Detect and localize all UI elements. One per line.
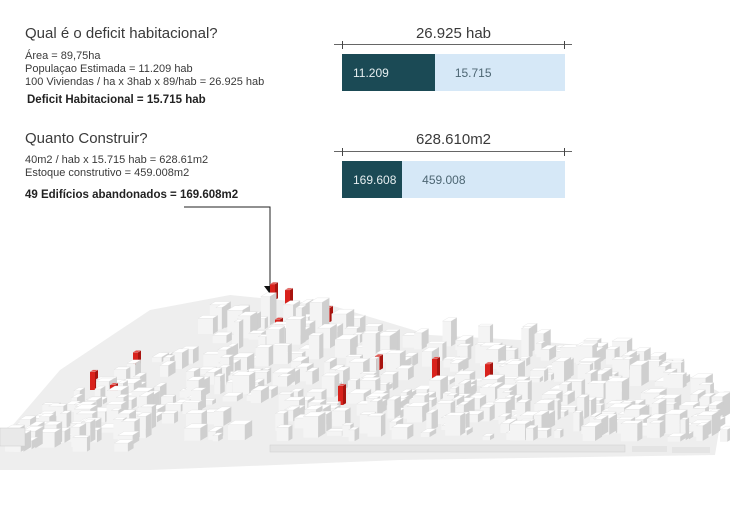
bar-segment-deficit: 15.715: [434, 54, 565, 91]
building: [302, 411, 327, 438]
building: [72, 435, 91, 452]
building: [479, 404, 496, 422]
area-line: Área = 89,75ha: [25, 50, 101, 62]
building: [171, 348, 190, 370]
building: [679, 417, 690, 441]
building: [197, 315, 219, 335]
building: [285, 316, 307, 345]
building: [582, 421, 603, 441]
building: [212, 331, 233, 344]
building: [649, 420, 665, 438]
building: [250, 385, 270, 404]
building: [620, 420, 643, 442]
building: [553, 428, 564, 438]
bar-segment-population: 11.209: [342, 54, 435, 91]
building: [227, 420, 253, 441]
build-title: Quanto Construir?: [25, 130, 148, 147]
total-label-1: 26.925 hab: [415, 25, 492, 42]
building: [334, 334, 359, 358]
building: [251, 370, 271, 384]
building: [113, 366, 131, 382]
building: [425, 409, 439, 431]
dimension-line-1: [334, 41, 572, 49]
building: [361, 330, 381, 360]
building: [126, 359, 142, 379]
building: [605, 377, 630, 404]
building: [59, 410, 72, 428]
building: [386, 395, 402, 419]
building: [183, 423, 209, 441]
stock-line: Estoque construtivo = 459.008m2: [25, 167, 190, 179]
building: [255, 344, 274, 367]
deficit-result: Deficit Habitacional = 15.715 hab: [27, 94, 206, 106]
waterfront: [0, 427, 710, 453]
building: [520, 326, 534, 359]
building: [215, 303, 229, 330]
building: [260, 292, 278, 326]
buildings: [4, 282, 730, 452]
building: [406, 402, 430, 423]
stacked-bar-2: 169.608 459.008: [342, 161, 565, 198]
building: [136, 412, 153, 439]
building: [83, 419, 96, 443]
bar-segment-stock: 459.008: [402, 161, 565, 198]
building: [695, 422, 710, 441]
building: [213, 406, 232, 427]
building: [395, 365, 415, 381]
building: [271, 343, 293, 365]
building: [444, 412, 466, 436]
building: [277, 373, 293, 387]
building: [525, 425, 539, 441]
building: [667, 372, 688, 389]
building: [719, 426, 730, 442]
building: [212, 432, 224, 442]
building: [164, 402, 185, 412]
building: [368, 356, 380, 380]
abandoned-building: [337, 383, 347, 405]
stacked-bar-1: 11.209 15.715: [342, 54, 565, 91]
building: [331, 407, 352, 427]
building: [629, 360, 650, 387]
building: [213, 373, 226, 395]
building: [540, 345, 557, 361]
building: [560, 390, 576, 405]
bar-segment-abandoned: 169.608: [342, 161, 403, 198]
building: [441, 317, 458, 347]
building: [159, 360, 177, 377]
building: [576, 394, 590, 420]
building: [420, 428, 437, 438]
building: [308, 332, 324, 360]
building: [456, 343, 472, 361]
building: [482, 433, 495, 441]
building: [348, 426, 360, 442]
building: [667, 433, 687, 442]
building: [553, 357, 572, 382]
building: [366, 413, 386, 437]
abandoned-building: [484, 361, 494, 378]
building: [161, 410, 179, 424]
building: [233, 319, 244, 349]
building: [231, 371, 256, 395]
abandoned-result: 49 Edifícios abandonados = 169.608m2: [25, 189, 239, 201]
deficit-title: Qual é o deficit habitacional?: [25, 25, 218, 42]
total-label-2: 628.610m2: [415, 131, 492, 148]
abandoned-building: [431, 356, 441, 380]
building: [305, 367, 320, 385]
building: [113, 439, 135, 452]
building: [449, 359, 466, 372]
population-line: Populaçao Estimada = 11.209 hab: [25, 63, 193, 75]
building: [222, 392, 244, 402]
building: [276, 424, 293, 441]
dimension-line-2: [334, 148, 572, 156]
building: [565, 378, 586, 398]
housing-calc-line: 100 Viviendas / ha x 3hab x 89/hab = 26.…: [25, 76, 265, 88]
building: [391, 423, 414, 440]
building: [413, 328, 430, 350]
pointer-line: [184, 206, 271, 287]
area-calc-line: 40m2 / hab x 15.715 hab = 628.61m2: [25, 154, 209, 166]
